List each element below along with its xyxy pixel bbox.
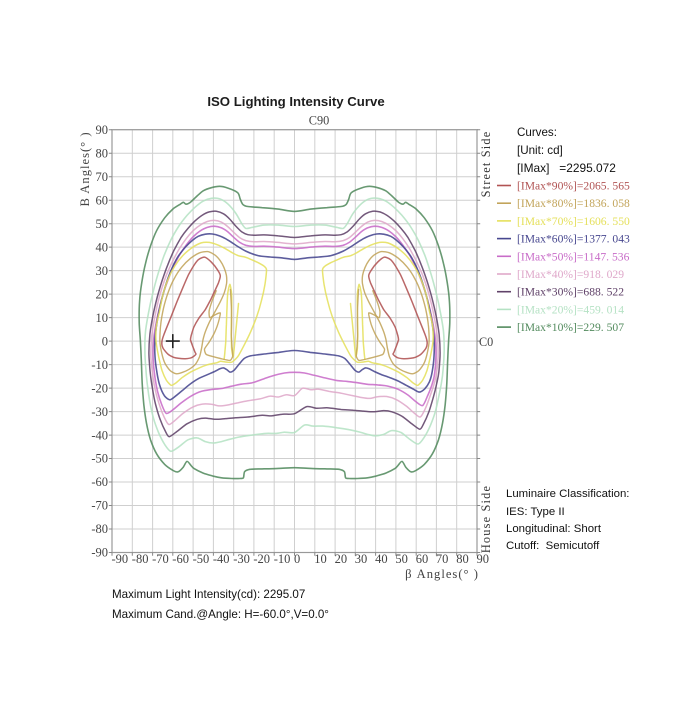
- svg-text:Cutoff: Semicutoff: Cutoff: Semicutoff: [506, 540, 600, 552]
- svg-text:-50: -50: [91, 452, 108, 466]
- svg-text:90: 90: [96, 123, 109, 137]
- svg-text:40: 40: [96, 240, 109, 254]
- svg-text:β Angles(° ): β Angles(° ): [405, 567, 479, 581]
- svg-text:ISO Lighting Intensity Curve: ISO Lighting Intensity Curve: [207, 94, 384, 109]
- svg-text:[IMax*50%]=1147. 536: [IMax*50%]=1147. 536: [517, 250, 630, 263]
- svg-text:[IMax*30%]=688. 522: [IMax*30%]=688. 522: [517, 286, 624, 299]
- svg-text:0: 0: [294, 552, 300, 566]
- svg-text:[IMax*70%]=1606. 550: [IMax*70%]=1606. 550: [517, 215, 630, 228]
- svg-text:20: 20: [335, 552, 348, 566]
- svg-text:B Angles(° ): B Angles(° ): [78, 131, 92, 206]
- svg-text:50: 50: [96, 217, 109, 231]
- svg-text:[IMax*90%]=2065. 565: [IMax*90%]=2065. 565: [517, 180, 630, 193]
- svg-text:C90: C90: [309, 114, 330, 128]
- svg-text:90: 90: [477, 552, 490, 566]
- svg-text:[Unit: cd]: [Unit: cd]: [517, 144, 563, 157]
- svg-text:-60: -60: [91, 475, 108, 489]
- svg-text:-30: -30: [233, 552, 250, 566]
- svg-text:-30: -30: [91, 405, 108, 419]
- svg-text:[IMax*80%]=1836. 058: [IMax*80%]=1836. 058: [517, 197, 630, 210]
- svg-text:-40: -40: [91, 428, 108, 442]
- svg-text:-60: -60: [172, 552, 189, 566]
- svg-text:-90: -90: [91, 546, 108, 560]
- svg-text:-80: -80: [91, 522, 108, 536]
- svg-text:-10: -10: [274, 552, 291, 566]
- svg-text:-40: -40: [213, 552, 230, 566]
- svg-text:-70: -70: [91, 499, 108, 513]
- svg-text:C0: C0: [479, 335, 493, 349]
- svg-text:-10: -10: [91, 358, 108, 372]
- svg-text:IES: Type II: IES: Type II: [506, 506, 565, 518]
- svg-text:70: 70: [96, 170, 109, 184]
- svg-text:-50: -50: [193, 552, 210, 566]
- svg-text:50: 50: [395, 552, 408, 566]
- svg-text:[IMax] =2295.072: [IMax] =2295.072: [517, 161, 616, 175]
- svg-text:House Side: House Side: [479, 485, 493, 553]
- svg-text:Street Side: Street Side: [479, 131, 493, 198]
- svg-text:Maximum Light Intensity(cd): 2: Maximum Light Intensity(cd): 2295.07: [112, 588, 305, 601]
- svg-text:30: 30: [355, 552, 368, 566]
- svg-text:-20: -20: [91, 381, 108, 395]
- svg-text:30: 30: [96, 264, 109, 278]
- svg-text:Luminaire Classification:: Luminaire Classification:: [506, 488, 629, 500]
- svg-text:Longitudinal: Short: Longitudinal: Short: [506, 523, 602, 535]
- svg-text:60: 60: [416, 552, 429, 566]
- svg-text:60: 60: [96, 193, 109, 207]
- svg-text:[IMax*10%]=229. 507: [IMax*10%]=229. 507: [517, 321, 624, 334]
- svg-text:10: 10: [314, 552, 327, 566]
- svg-text:0: 0: [102, 334, 108, 348]
- svg-text:80: 80: [456, 552, 469, 566]
- svg-text:-80: -80: [132, 552, 149, 566]
- svg-text:Maximum Cand.@Angle: H=-60.0°,: Maximum Cand.@Angle: H=-60.0°,V=0.0°: [112, 608, 329, 621]
- svg-text:[IMax*60%]=1377. 043: [IMax*60%]=1377. 043: [517, 233, 630, 246]
- svg-text:[IMax*40%]=918. 029: [IMax*40%]=918. 029: [517, 268, 624, 281]
- svg-text:-90: -90: [112, 552, 129, 566]
- svg-text:70: 70: [436, 552, 449, 566]
- svg-text:10: 10: [96, 311, 109, 325]
- svg-text:80: 80: [96, 146, 109, 160]
- svg-text:-70: -70: [152, 552, 169, 566]
- svg-text:[IMax*20%]=459. 014: [IMax*20%]=459. 014: [517, 303, 624, 316]
- svg-text:-20: -20: [253, 552, 270, 566]
- svg-text:Curves:: Curves:: [517, 126, 557, 139]
- svg-text:40: 40: [375, 552, 388, 566]
- svg-text:20: 20: [96, 287, 109, 301]
